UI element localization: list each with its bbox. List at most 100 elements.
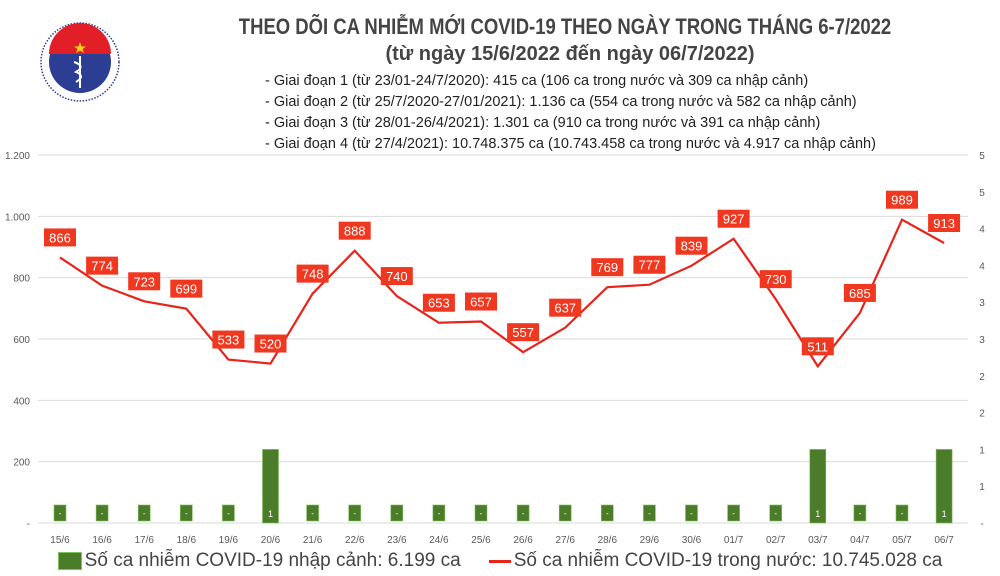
data-label-box xyxy=(591,258,624,277)
phase-4-summary: - Giai đoạn 4 (từ 27/4/2021): 10.748.375… xyxy=(265,136,876,152)
phase-1-summary: - Giai đoạn 1 (từ 23/01-24/7/2020): 415 … xyxy=(265,73,809,89)
legend-item-domestic: Số ca nhiễm COVID-19 trong nước: 10.745.… xyxy=(488,549,943,573)
left-axis-tick-label: 400 xyxy=(13,396,30,407)
bar xyxy=(685,504,698,522)
line-value-label: 927 xyxy=(723,212,745,227)
bar-value-label: - xyxy=(690,509,693,518)
bar-value-label: - xyxy=(353,509,356,518)
data-label-box xyxy=(801,337,834,356)
x-axis-tick-label: 26/6 xyxy=(513,535,533,545)
line-value-label: 839 xyxy=(681,239,703,254)
bar-value-label: - xyxy=(101,509,104,518)
line-value-label: 723 xyxy=(133,274,155,289)
x-axis-tick-label: 05/7 xyxy=(892,535,912,545)
line-value-label: 866 xyxy=(49,230,71,245)
bar xyxy=(516,504,530,522)
bar xyxy=(348,504,362,522)
bar xyxy=(432,504,446,522)
bar xyxy=(137,504,151,522)
right-axis-tick-label: 4 xyxy=(979,225,985,236)
bar xyxy=(895,504,909,522)
right-axis-tick-label: 3 xyxy=(979,335,985,346)
bar-value-label: - xyxy=(774,509,777,518)
data-label-box xyxy=(759,270,792,289)
legend-bar-swatch xyxy=(57,552,82,570)
ministry-of-health-logo xyxy=(40,22,120,102)
phase-2-summary: - Giai đoạn 2 (từ 25/7/2020-27/01/2021):… xyxy=(265,94,857,110)
bar-value-label: - xyxy=(395,509,398,518)
left-axis-tick-label: 1.000 xyxy=(5,212,30,223)
chart-title: THEO DÕI CA NHIỄM MỚI COVID-19 THEO NGÀY… xyxy=(238,14,892,39)
domestic-cases-line xyxy=(59,218,945,369)
x-axis-tick-label: 23/6 xyxy=(387,535,407,545)
bar-value-label: - xyxy=(185,509,188,518)
bar-value-label: - xyxy=(732,509,735,518)
bar xyxy=(53,504,67,522)
line-value-label: 511 xyxy=(807,339,828,354)
left-axis-tick-label: 600 xyxy=(13,335,30,346)
legend-line-swatch xyxy=(488,559,511,563)
right-axis-tick-label: 4 xyxy=(979,261,985,272)
bar-value-label: 1 xyxy=(942,509,947,519)
left-axis-tick-label: 200 xyxy=(13,458,30,469)
bar xyxy=(727,504,740,522)
data-label-box xyxy=(549,298,582,317)
data-label-box xyxy=(86,256,119,275)
x-axis-tick-label: 25/6 xyxy=(471,535,491,545)
data-label-box xyxy=(465,292,497,311)
line-value-label: 557 xyxy=(512,325,534,340)
data-label-box xyxy=(44,228,76,247)
line-value-label: 774 xyxy=(91,259,113,274)
data-label-box xyxy=(212,330,245,349)
bar xyxy=(809,449,827,524)
legend-label-domestic: Số ca nhiễm COVID-19 trong nước: 10.745.… xyxy=(513,550,943,571)
data-label-box xyxy=(296,264,329,283)
right-axis-tick-label: 3 xyxy=(979,298,985,309)
right-axis-tick-label: 1 xyxy=(979,445,985,456)
data-label-box xyxy=(675,236,708,255)
legend: Số ca nhiễm COVID-19 nhập cảnh: 6.199 ca… xyxy=(0,549,1000,573)
bar-value-label: - xyxy=(859,509,862,518)
bar-value-label: - xyxy=(648,509,651,518)
right-axis-tick-label: 2 xyxy=(979,372,985,383)
bar xyxy=(558,504,572,522)
data-label-box xyxy=(422,293,455,312)
phase-3-summary: - Giai đoạn 3 (từ 28/01-26/4/2021): 1.30… xyxy=(265,115,821,131)
x-axis-tick-label: 21/6 xyxy=(303,535,323,545)
x-axis-tick-label: 03/7 xyxy=(808,535,828,545)
chart-plot: - 200 400 600 800 1.000 1.200 - 1 1 2 2 3 3 4 4 5 5 - - - - - 1… xyxy=(5,151,985,545)
bar xyxy=(935,449,953,524)
right-axis-tick-label: 5 xyxy=(979,188,985,199)
bar xyxy=(262,449,279,524)
x-axis-tick-label: 15/6 xyxy=(50,535,70,545)
bar-value-label: - xyxy=(143,509,146,518)
x-axis-tick-label: 28/6 xyxy=(598,535,618,545)
line-value-label: 730 xyxy=(765,272,787,287)
line-value-label: 653 xyxy=(428,296,450,311)
line-value-label: 769 xyxy=(596,260,618,275)
line-value-label: 989 xyxy=(891,193,913,208)
bar xyxy=(390,504,404,522)
bar-value-label: - xyxy=(59,509,62,518)
bar-value-label: - xyxy=(606,509,609,518)
x-axis-tick-label: 01/7 xyxy=(724,535,744,545)
x-axis-tick-label: 06/7 xyxy=(934,535,954,545)
x-axis-tick-label: 17/6 xyxy=(134,535,154,545)
data-label-box xyxy=(886,190,918,209)
data-label-box xyxy=(380,267,413,286)
line-value-label: 913 xyxy=(933,216,955,231)
right-axis-tick-label: 2 xyxy=(979,409,985,420)
bar xyxy=(222,504,235,522)
data-label-box xyxy=(843,283,876,302)
data-label-box xyxy=(717,209,750,228)
bar xyxy=(474,504,488,522)
bar-value-label: 1 xyxy=(268,509,273,519)
right-axis-tick-label: 5 xyxy=(979,151,985,162)
bar xyxy=(853,504,867,522)
data-label-box xyxy=(170,279,203,298)
line-value-label: 533 xyxy=(218,333,240,348)
line-value-label: 740 xyxy=(386,269,408,284)
bar-value-label: - xyxy=(564,509,567,518)
line-value-label: 888 xyxy=(344,224,366,239)
data-label-box xyxy=(633,255,666,274)
